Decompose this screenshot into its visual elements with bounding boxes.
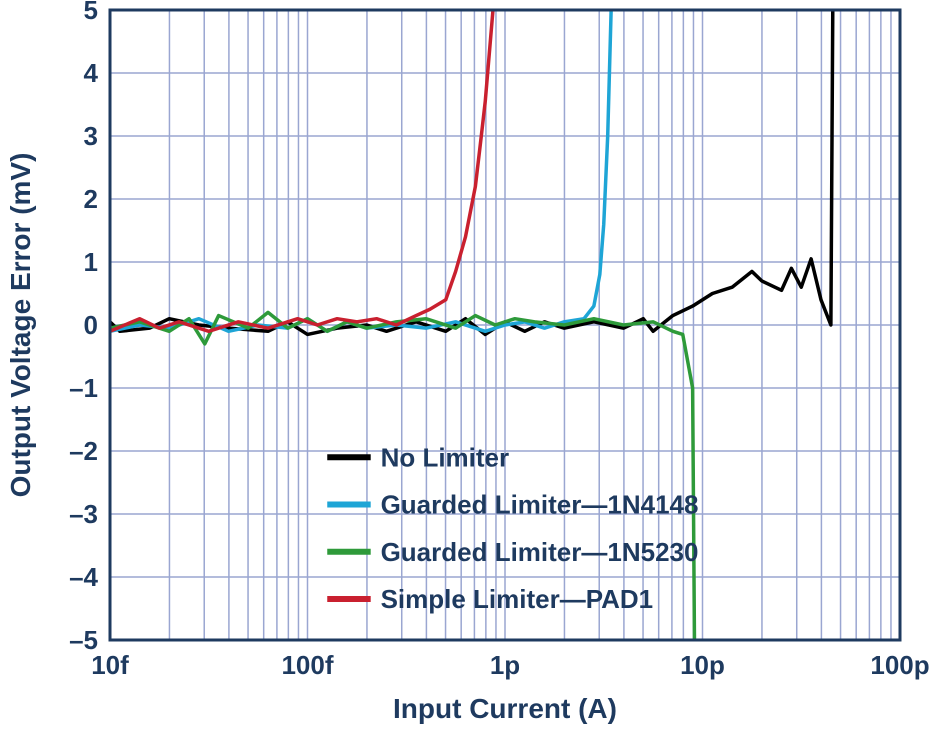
chart-container: 543210–1–2–3–4–510f100f1p10p100pOutput V… [0,0,937,733]
legend-label: Simple Limiter—PAD1 [381,584,654,614]
y-tick-label: 2 [84,184,98,214]
y-tick-label: 0 [84,310,98,340]
series-line [110,0,612,331]
legend-label: Guarded Limiter—1N4148 [381,490,699,520]
series-line [110,0,833,334]
chart-svg: 543210–1–2–3–4–510f100f1p10p100pOutput V… [0,0,937,733]
x-tick-label: 10f [91,650,129,680]
y-axis-label: Output Voltage Error (mV) [5,153,36,498]
y-tick-label: –1 [69,373,98,403]
series-line [110,0,495,331]
x-tick-label: 10p [680,650,725,680]
legend-label: Guarded Limiter—1N5230 [381,537,699,567]
y-tick-label: 1 [84,247,98,277]
y-tick-label: 4 [84,58,99,88]
legend-label: No Limiter [381,442,510,472]
x-axis-label: Input Current (A) [393,693,617,724]
x-tick-label: 1p [490,650,520,680]
x-tick-label: 100f [281,650,333,680]
y-tick-label: –4 [69,562,98,592]
y-tick-label: –3 [69,499,98,529]
y-tick-label: –2 [69,436,98,466]
y-tick-label: 5 [84,0,98,25]
x-tick-label: 100p [870,650,929,680]
y-tick-label: 3 [84,121,98,151]
